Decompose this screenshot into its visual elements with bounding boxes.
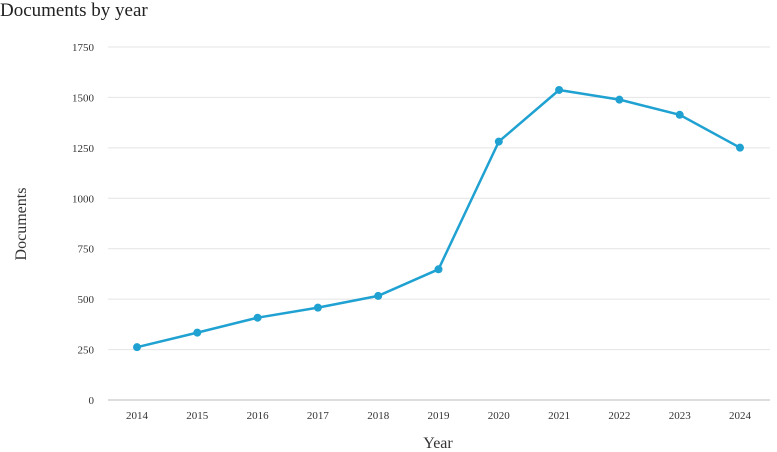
series-documents <box>133 85 744 352</box>
data-point <box>193 328 202 337</box>
x-tick-label: 2017 <box>307 410 330 422</box>
y-tick-labels: 0 250 500 750 1000 1250 1500 1750 <box>72 42 95 407</box>
data-point <box>555 85 564 94</box>
y-tick-label: 1750 <box>72 42 95 54</box>
data-point <box>374 291 383 300</box>
x-tick-labels: 2014 2015 2016 2017 2018 2019 2020 2021 2022 2023… <box>126 410 752 422</box>
grid-lines <box>108 46 770 351</box>
data-point <box>494 137 503 146</box>
x-tick-label: 2014 <box>126 410 149 422</box>
data-point <box>434 265 443 274</box>
y-tick-label: 1500 <box>72 92 95 104</box>
y-axis-title: Documents <box>13 188 30 261</box>
x-tick-label: 2023 <box>669 410 692 422</box>
x-tick-label: 2019 <box>428 410 451 422</box>
data-point <box>133 343 141 352</box>
x-axis-title: Year <box>423 435 453 452</box>
x-tick-label: 2021 <box>548 410 570 422</box>
data-point <box>253 313 262 322</box>
data-point <box>736 143 744 152</box>
y-tick-label: 500 <box>78 294 95 306</box>
x-tick-label: 2016 <box>247 410 270 422</box>
y-tick-label: 1000 <box>72 193 95 205</box>
y-tick-label: 1250 <box>72 143 95 155</box>
data-point <box>313 303 322 312</box>
y-tick-label: 250 <box>78 345 95 357</box>
x-tick-label: 2022 <box>608 410 630 422</box>
data-point <box>615 95 624 104</box>
series-line <box>135 88 742 349</box>
y-tick-label: 0 <box>89 395 95 407</box>
chart-title: Documents by year <box>0 0 148 21</box>
y-tick-label: 750 <box>78 244 95 256</box>
data-point <box>675 110 684 119</box>
x-tick-label: 2018 <box>367 410 390 422</box>
x-tick-label: 2024 <box>729 410 752 422</box>
x-tick-label: 2015 <box>186 410 209 422</box>
x-tick-label: 2020 <box>488 410 511 422</box>
